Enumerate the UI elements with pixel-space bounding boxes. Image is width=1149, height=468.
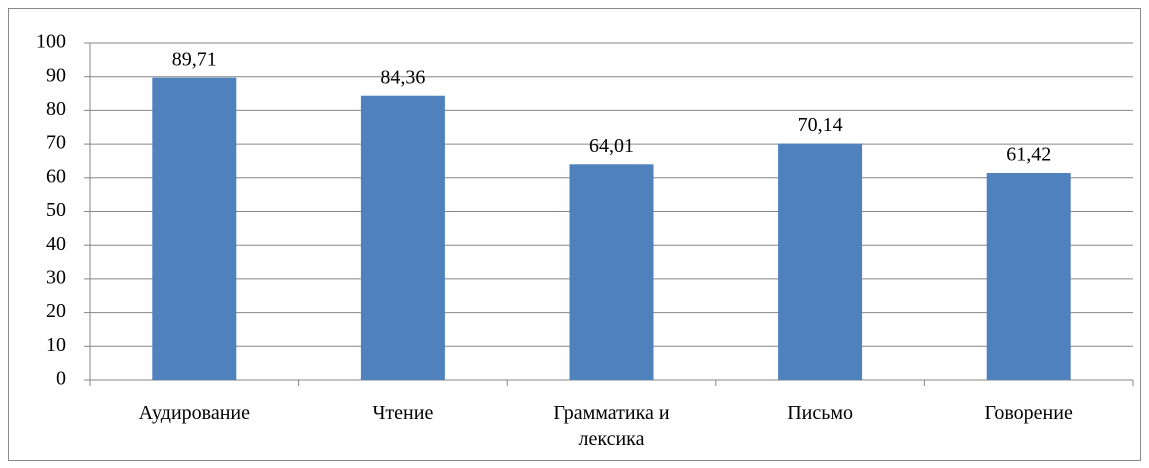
data-label: 89,71 bbox=[172, 48, 217, 70]
x-tick-label: Говорение bbox=[984, 402, 1073, 424]
y-tick-label: 60 bbox=[46, 165, 66, 187]
y-tick-label: 0 bbox=[56, 368, 66, 390]
bar bbox=[360, 95, 445, 381]
x-tick-label: Грамматика и лексика bbox=[553, 402, 670, 450]
bar bbox=[569, 164, 654, 380]
y-tick-label: 40 bbox=[46, 233, 66, 255]
bar bbox=[986, 173, 1071, 380]
y-tick-label: 10 bbox=[46, 334, 66, 356]
y-tick-label: 70 bbox=[46, 132, 66, 154]
data-label: 70,14 bbox=[798, 114, 843, 136]
data-label: 61,42 bbox=[1006, 144, 1051, 166]
data-label: 84,36 bbox=[380, 66, 425, 88]
y-tick-label: 100 bbox=[36, 31, 66, 53]
y-tick-label: 20 bbox=[46, 300, 66, 322]
bar bbox=[152, 77, 237, 380]
x-tick-label: Письмо bbox=[787, 402, 853, 424]
x-tick-label: Аудирование bbox=[138, 402, 250, 424]
y-tick-label: 30 bbox=[46, 266, 66, 288]
x-tick-label: Чтение bbox=[372, 402, 434, 424]
y-tick-label: 80 bbox=[46, 98, 66, 120]
y-tick-label: 90 bbox=[46, 64, 66, 86]
y-tick-label: 50 bbox=[46, 199, 66, 221]
bar bbox=[778, 143, 863, 380]
data-label: 64,01 bbox=[589, 135, 634, 157]
